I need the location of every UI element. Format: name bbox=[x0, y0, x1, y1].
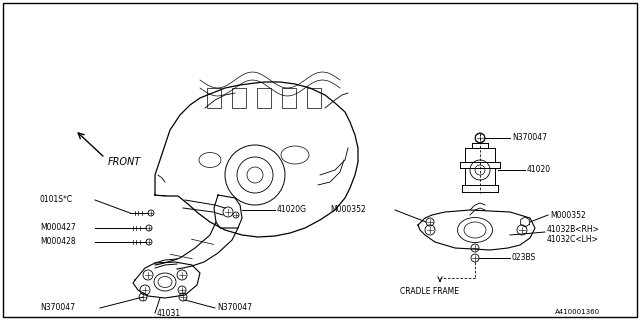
Text: 41020G: 41020G bbox=[277, 205, 307, 214]
Text: CRADLE FRAME: CRADLE FRAME bbox=[400, 287, 459, 297]
Bar bbox=[207, 88, 221, 108]
Bar bbox=[307, 88, 321, 108]
Text: 41031: 41031 bbox=[157, 308, 181, 317]
Bar bbox=[232, 88, 246, 108]
Text: M000352: M000352 bbox=[330, 205, 365, 214]
Text: N370047: N370047 bbox=[40, 303, 75, 313]
Text: 41032C<LH>: 41032C<LH> bbox=[547, 236, 599, 244]
Text: N370047: N370047 bbox=[217, 303, 252, 313]
Text: M000428: M000428 bbox=[40, 237, 76, 246]
Text: 41020: 41020 bbox=[527, 165, 551, 174]
Bar bbox=[282, 88, 296, 108]
Text: 0101S*C: 0101S*C bbox=[40, 196, 73, 204]
Bar bbox=[257, 88, 271, 108]
Text: N370047: N370047 bbox=[512, 133, 547, 142]
Text: 023BS: 023BS bbox=[512, 253, 536, 262]
Text: FRONT: FRONT bbox=[108, 157, 141, 167]
Text: M000352: M000352 bbox=[550, 211, 586, 220]
Text: 41032B<RH>: 41032B<RH> bbox=[547, 226, 600, 235]
Text: M000427: M000427 bbox=[40, 223, 76, 233]
Text: A410001360: A410001360 bbox=[555, 309, 600, 315]
